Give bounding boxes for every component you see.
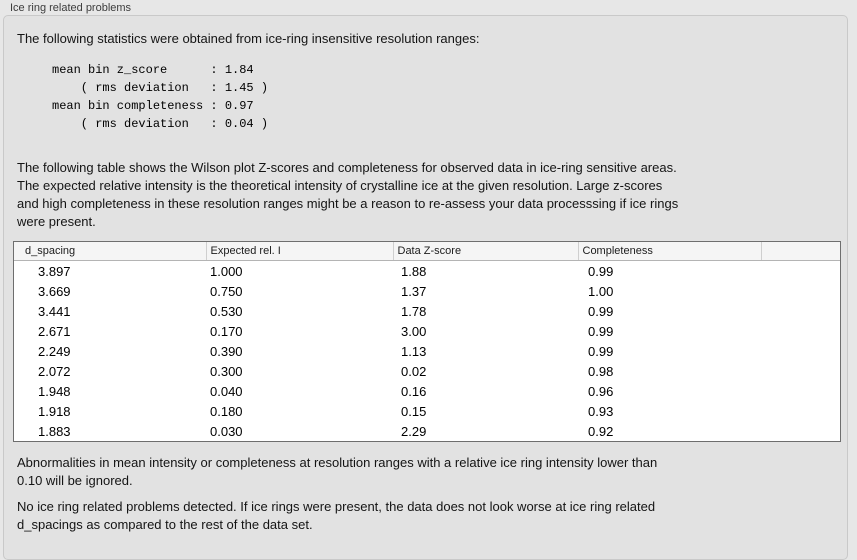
table-cell-empty bbox=[761, 421, 840, 441]
table-cell: 1.37 bbox=[401, 283, 427, 299]
column-header-empty bbox=[760, 242, 840, 261]
table-cell: 1.948 bbox=[38, 383, 71, 399]
panel-title: Ice ring related problems bbox=[10, 2, 132, 14]
table-cell: 0.93 bbox=[588, 403, 614, 419]
table-cell: 0.300 bbox=[210, 363, 243, 379]
table-cell: 1.000 bbox=[210, 263, 243, 279]
table-cell: 0.99 bbox=[588, 303, 614, 319]
table-row[interactable]: 3.669 0.750 1.37 1.00 bbox=[14, 281, 840, 301]
table-cell-empty bbox=[761, 341, 840, 361]
column-header-completeness[interactable]: Completeness bbox=[577, 242, 761, 261]
table-cell: 2.671 bbox=[38, 323, 71, 339]
table-row[interactable]: 2.671 0.170 3.00 0.99 bbox=[14, 321, 840, 341]
intro-text: The following statistics were obtained f… bbox=[17, 31, 480, 46]
table-cell: 0.15 bbox=[401, 403, 427, 419]
table-cell: 0.16 bbox=[401, 383, 427, 399]
table-cell: 0.96 bbox=[588, 383, 614, 399]
ice-ring-table: d_spacing Expected rel. I Data Z-score Comp… bbox=[14, 242, 840, 441]
table-cell-empty bbox=[761, 381, 840, 401]
table-cell-empty bbox=[761, 261, 840, 282]
table-description-text: The following table shows the Wilson plo… bbox=[17, 160, 679, 229]
table-cell: 2.249 bbox=[38, 343, 71, 359]
table-row[interactable]: 1.883 0.030 2.29 0.92 bbox=[14, 421, 840, 441]
table-cell: 0.170 bbox=[210, 323, 243, 339]
table-cell: 0.180 bbox=[210, 403, 243, 419]
table-row[interactable]: 3.897 1.000 1.88 0.99 bbox=[14, 261, 840, 282]
table-cell: 0.98 bbox=[588, 363, 614, 379]
table-cell: 0.040 bbox=[210, 383, 243, 399]
table-cell: 0.02 bbox=[401, 363, 427, 379]
table-cell: 0.030 bbox=[210, 423, 243, 439]
conclusion-text: No ice ring related problems detected. I… bbox=[17, 499, 656, 532]
table-cell-empty bbox=[761, 401, 840, 421]
table-cell: 0.99 bbox=[588, 263, 614, 279]
table-cell: 3.669 bbox=[38, 283, 71, 299]
ice-ring-panel: { "panel": { "title": "Ice ring related … bbox=[3, 2, 848, 560]
table-cell: 1.883 bbox=[38, 423, 71, 439]
table-cell: 1.78 bbox=[401, 303, 427, 319]
table-cell: 2.29 bbox=[401, 423, 427, 439]
table-cell: 1.13 bbox=[401, 343, 427, 359]
table-cell-empty bbox=[761, 321, 840, 341]
panel-group-box: The following statistics were obtained f… bbox=[3, 15, 848, 560]
column-header-expected-rel-i[interactable]: Expected rel. I bbox=[205, 242, 393, 261]
table-cell: 3.897 bbox=[38, 263, 71, 279]
table-row[interactable]: 1.918 0.180 0.15 0.93 bbox=[14, 401, 840, 421]
table-cell-empty bbox=[761, 301, 840, 321]
table-cell: 0.530 bbox=[210, 303, 243, 319]
table-row[interactable]: 1.948 0.040 0.16 0.96 bbox=[14, 381, 840, 401]
ice-ring-table-frame: d_spacing Expected rel. I Data Z-score Comp… bbox=[13, 241, 841, 442]
table-cell-empty bbox=[761, 281, 840, 301]
table-cell: 0.92 bbox=[588, 423, 614, 439]
table-cell: 3.00 bbox=[401, 323, 427, 339]
table-cell: 1.00 bbox=[588, 283, 614, 299]
table-cell: 1.88 bbox=[401, 263, 427, 279]
table-cell: 0.750 bbox=[210, 283, 243, 299]
column-header-d-spacing[interactable]: d_spacing bbox=[14, 242, 206, 261]
table-cell: 2.072 bbox=[38, 363, 71, 379]
table-cell-empty bbox=[761, 361, 840, 381]
table-cell: 0.390 bbox=[210, 343, 243, 359]
table-cell: 0.99 bbox=[588, 343, 614, 359]
table-row[interactable]: 2.072 0.300 0.02 0.98 bbox=[14, 361, 840, 381]
ignored-note-text: Abnormalities in mean intensity or compl… bbox=[17, 455, 658, 488]
table-row[interactable]: 3.441 0.530 1.78 0.99 bbox=[14, 301, 840, 321]
table-header-row: d_spacing Expected rel. I Data Z-score Comp… bbox=[14, 242, 840, 261]
table-cell: 3.441 bbox=[38, 303, 71, 319]
column-header-data-z-score[interactable]: Data Z-score bbox=[392, 242, 578, 261]
table-cell: 0.99 bbox=[588, 323, 614, 339]
table-cell: 1.918 bbox=[38, 403, 71, 419]
table-row[interactable]: 2.249 0.390 1.13 0.99 bbox=[14, 341, 840, 361]
summary-statistics-block: mean bin z_score : 1.84 ( rms deviation … bbox=[52, 63, 269, 131]
